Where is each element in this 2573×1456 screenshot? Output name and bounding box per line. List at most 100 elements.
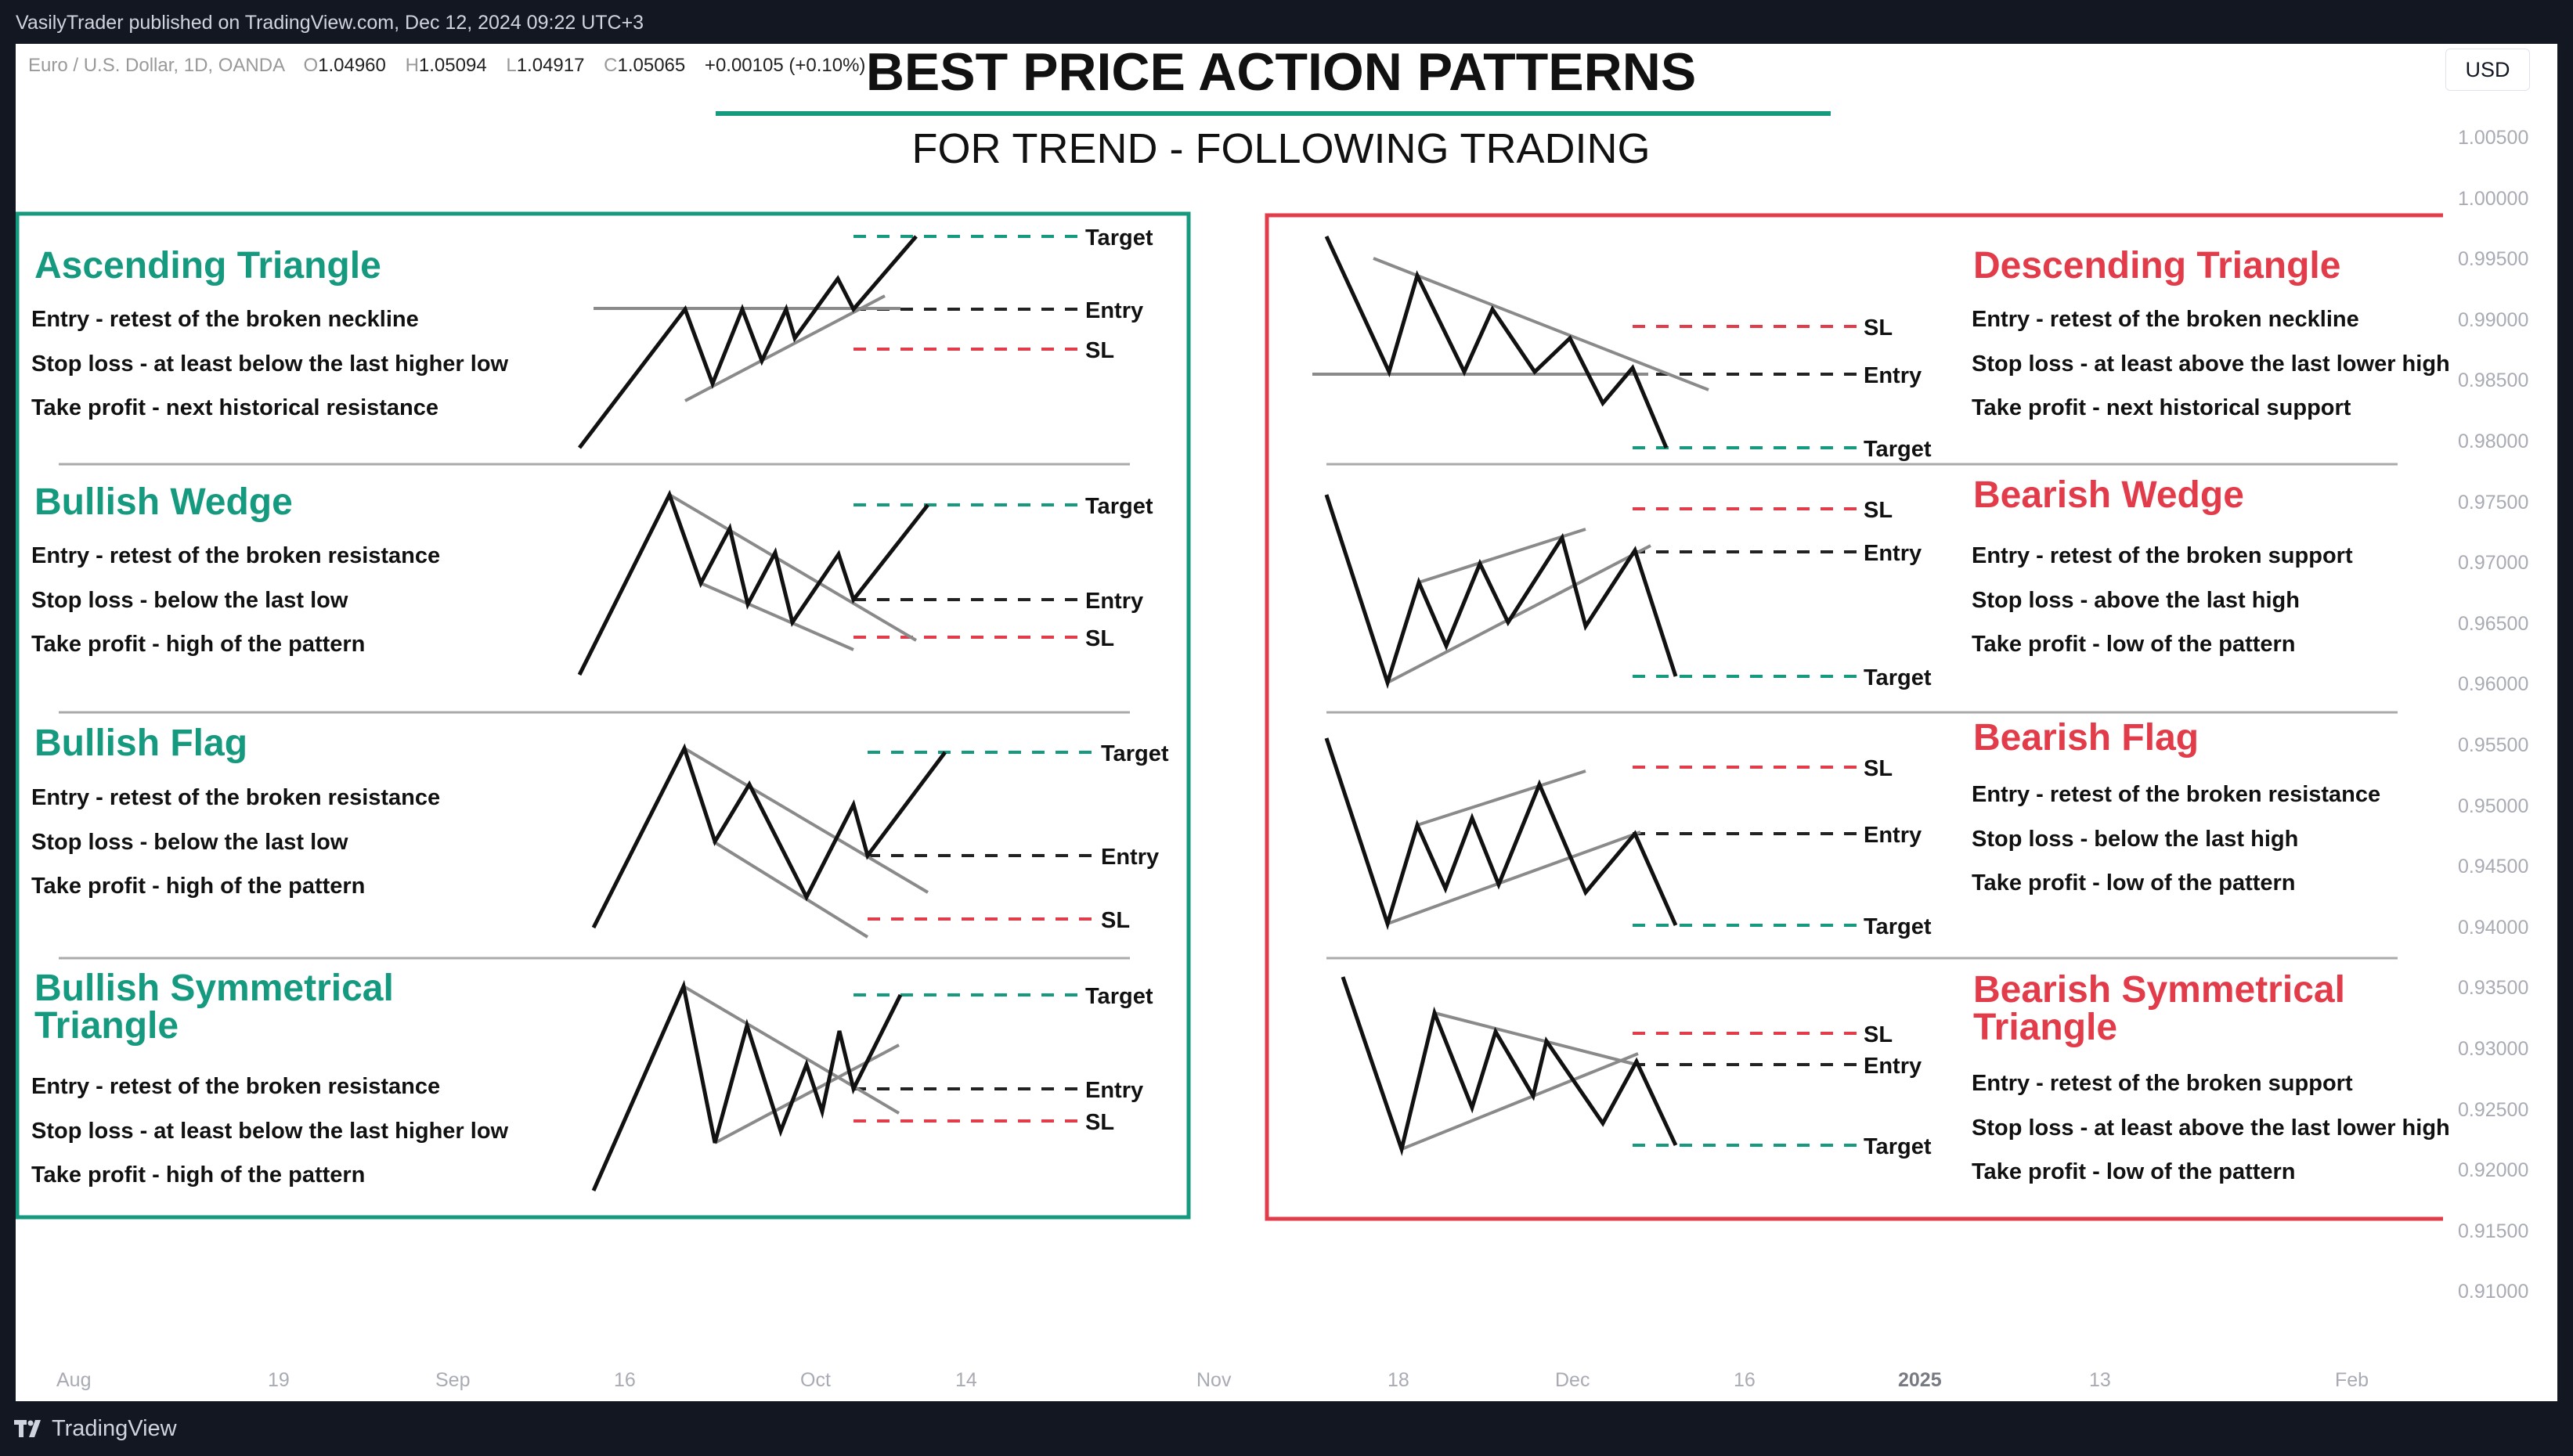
- level-label-sl: SL: [1101, 908, 1130, 933]
- low-value: 1.04917: [516, 55, 585, 76]
- price-path: [1324, 737, 1678, 931]
- symbol-name[interactable]: Euro / U.S. Dollar, 1D, OANDA: [28, 55, 284, 76]
- price-path: [1341, 976, 1678, 1156]
- level-label-target: Target: [1101, 741, 1169, 766]
- pattern-profit-rule: Take profit - next historical support: [1972, 395, 2351, 420]
- upper-wedge-line: [668, 493, 918, 642]
- price-tick: 0.94000: [2458, 916, 2529, 939]
- chart-area[interactable]: BEST PRICE ACTION PATTERNS FOR TREND - FO…: [16, 44, 2557, 1401]
- time-tick: Nov: [1196, 1369, 1232, 1391]
- price-tick: 0.98500: [2458, 369, 2529, 392]
- level-label-sl: SL: [1864, 315, 1893, 341]
- price-tick: 0.94500: [2458, 856, 2529, 878]
- pattern-profit-rule: Take profit - low of the pattern: [1972, 870, 2296, 896]
- pattern-stop-rule: Stop loss - at least below the last high…: [31, 351, 509, 377]
- tradingview-logo-icon[interactable]: [14, 1420, 45, 1437]
- price-path: [577, 489, 929, 676]
- pattern-title: Bearish Flag: [1973, 717, 2199, 759]
- pattern-title: Triangle: [1973, 1007, 2117, 1048]
- time-tick: 18: [1388, 1369, 1409, 1391]
- change-value: +0.00105 (+0.10%): [704, 55, 866, 76]
- upper-flag-line: [1416, 769, 1586, 827]
- level-label-target: Target: [1085, 225, 1153, 250]
- time-tick: 13: [2089, 1369, 2111, 1391]
- pattern-profit-rule: Take profit - low of the pattern: [1972, 1159, 2296, 1184]
- footer-brand[interactable]: TradingView: [52, 1416, 177, 1441]
- currency-button[interactable]: USD: [2445, 49, 2530, 91]
- time-tick: Sep: [435, 1369, 471, 1391]
- level-label-entry: Entry: [1864, 363, 1922, 388]
- upper-wedge-line: [1418, 528, 1586, 584]
- pattern-stop-rule: Stop loss - above the last high: [1972, 588, 2300, 613]
- pattern-entry-rule: Entry - retest of the broken resistance: [1972, 782, 2380, 807]
- price-tick: 0.96500: [2458, 612, 2529, 635]
- pattern-title: Descending Triangle: [1973, 245, 2340, 287]
- pattern-profit-rule: Take profit - low of the pattern: [1972, 632, 2296, 657]
- lower-wedge-line: [700, 582, 854, 651]
- price-path: [1324, 235, 1669, 449]
- pattern-title: Triangle: [34, 1005, 179, 1047]
- price-path: [591, 743, 947, 929]
- upper-flag-line: [683, 747, 929, 894]
- pattern-profit-rule: Take profit - high of the pattern: [31, 874, 365, 899]
- pattern-title: Bearish Wedge: [1973, 474, 2244, 516]
- pattern-entry-rule: Entry - retest of the broken neckline: [1972, 307, 2359, 332]
- pattern-stop-rule: Stop loss - at least above the last lowe…: [1972, 1115, 2450, 1141]
- level-label-entry: Entry: [1864, 541, 1922, 566]
- price-tick: 0.92500: [2458, 1098, 2529, 1121]
- level-label-sl: SL: [1085, 626, 1114, 651]
- price-tick: 0.99500: [2458, 248, 2529, 271]
- price-path: [1324, 494, 1678, 690]
- price-tick: 0.91500: [2458, 1220, 2529, 1242]
- price-tick: 0.91000: [2458, 1281, 2529, 1303]
- price-tick: 0.95000: [2458, 795, 2529, 817]
- level-label-sl: SL: [1864, 1022, 1893, 1047]
- level-label-target: Target: [1864, 914, 1932, 939]
- time-tick: Feb: [2335, 1369, 2369, 1391]
- high-value: 1.05094: [418, 55, 487, 76]
- pattern-stop-rule: Stop loss - at least below the last high…: [31, 1119, 509, 1144]
- time-tick: 14: [955, 1369, 977, 1391]
- close-label: C: [604, 55, 618, 76]
- level-label-sl: SL: [1085, 338, 1114, 363]
- pattern-entry-rule: Entry - retest of the broken neckline: [31, 307, 419, 332]
- infographic-title: BEST PRICE ACTION PATTERNS: [866, 44, 1696, 102]
- price-tick: 0.99000: [2458, 308, 2529, 331]
- level-label-entry: Entry: [1101, 845, 1159, 870]
- infographic-subtitle: FOR TREND - FOLLOWING TRADING: [911, 125, 1650, 172]
- footer-bar: TradingView: [0, 1401, 2573, 1456]
- level-label-sl: SL: [1085, 1110, 1114, 1135]
- price-tick: 0.93000: [2458, 1038, 2529, 1060]
- price-tick: 0.96000: [2458, 673, 2529, 696]
- pattern-title: Bearish Symmetrical: [1973, 969, 2345, 1011]
- price-tick: 1.00500: [2458, 127, 2529, 149]
- level-label-target: Target: [1864, 665, 1932, 690]
- price-tick: 0.92000: [2458, 1159, 2529, 1182]
- pattern-title: Bullish Flag: [34, 723, 247, 764]
- pattern-profit-rule: Take profit - next historical resistance: [31, 395, 438, 420]
- close-value: 1.05065: [617, 55, 686, 76]
- level-label-target: Target: [1864, 1134, 1932, 1159]
- time-tick: 16: [614, 1369, 636, 1391]
- publisher-line: VasilyTrader published on TradingView.co…: [16, 12, 644, 34]
- pattern-title: Bullish Wedge: [34, 481, 293, 523]
- resistance-line: [1373, 257, 1709, 391]
- upper-triangle-line: [1434, 1011, 1637, 1066]
- lower-flag-line: [1387, 831, 1641, 925]
- lower-triangle-line: [1401, 1052, 1639, 1151]
- symbol-legend[interactable]: Euro / U.S. Dollar, 1D, OANDA O1.04960 H…: [28, 55, 865, 77]
- level-label-entry: Entry: [1085, 1078, 1143, 1103]
- time-tick: 19: [268, 1369, 290, 1391]
- level-label-sl: SL: [1864, 498, 1893, 523]
- price-path: [591, 979, 903, 1192]
- pattern-entry-rule: Entry - retest of the broken support: [1972, 1071, 2353, 1096]
- pattern-stop-rule: Stop loss - at least above the last lowe…: [1972, 351, 2450, 377]
- low-label: L: [506, 55, 517, 76]
- bearish-panel: [1265, 213, 2443, 1221]
- level-label-target: Target: [1085, 984, 1153, 1009]
- pattern-title: Ascending Triangle: [34, 245, 381, 287]
- price-tick: 0.93500: [2458, 977, 2529, 1000]
- level-label-entry: Entry: [1085, 589, 1143, 614]
- pattern-stop-rule: Stop loss - below the last low: [31, 830, 348, 855]
- lower-wedge-line: [1387, 544, 1651, 684]
